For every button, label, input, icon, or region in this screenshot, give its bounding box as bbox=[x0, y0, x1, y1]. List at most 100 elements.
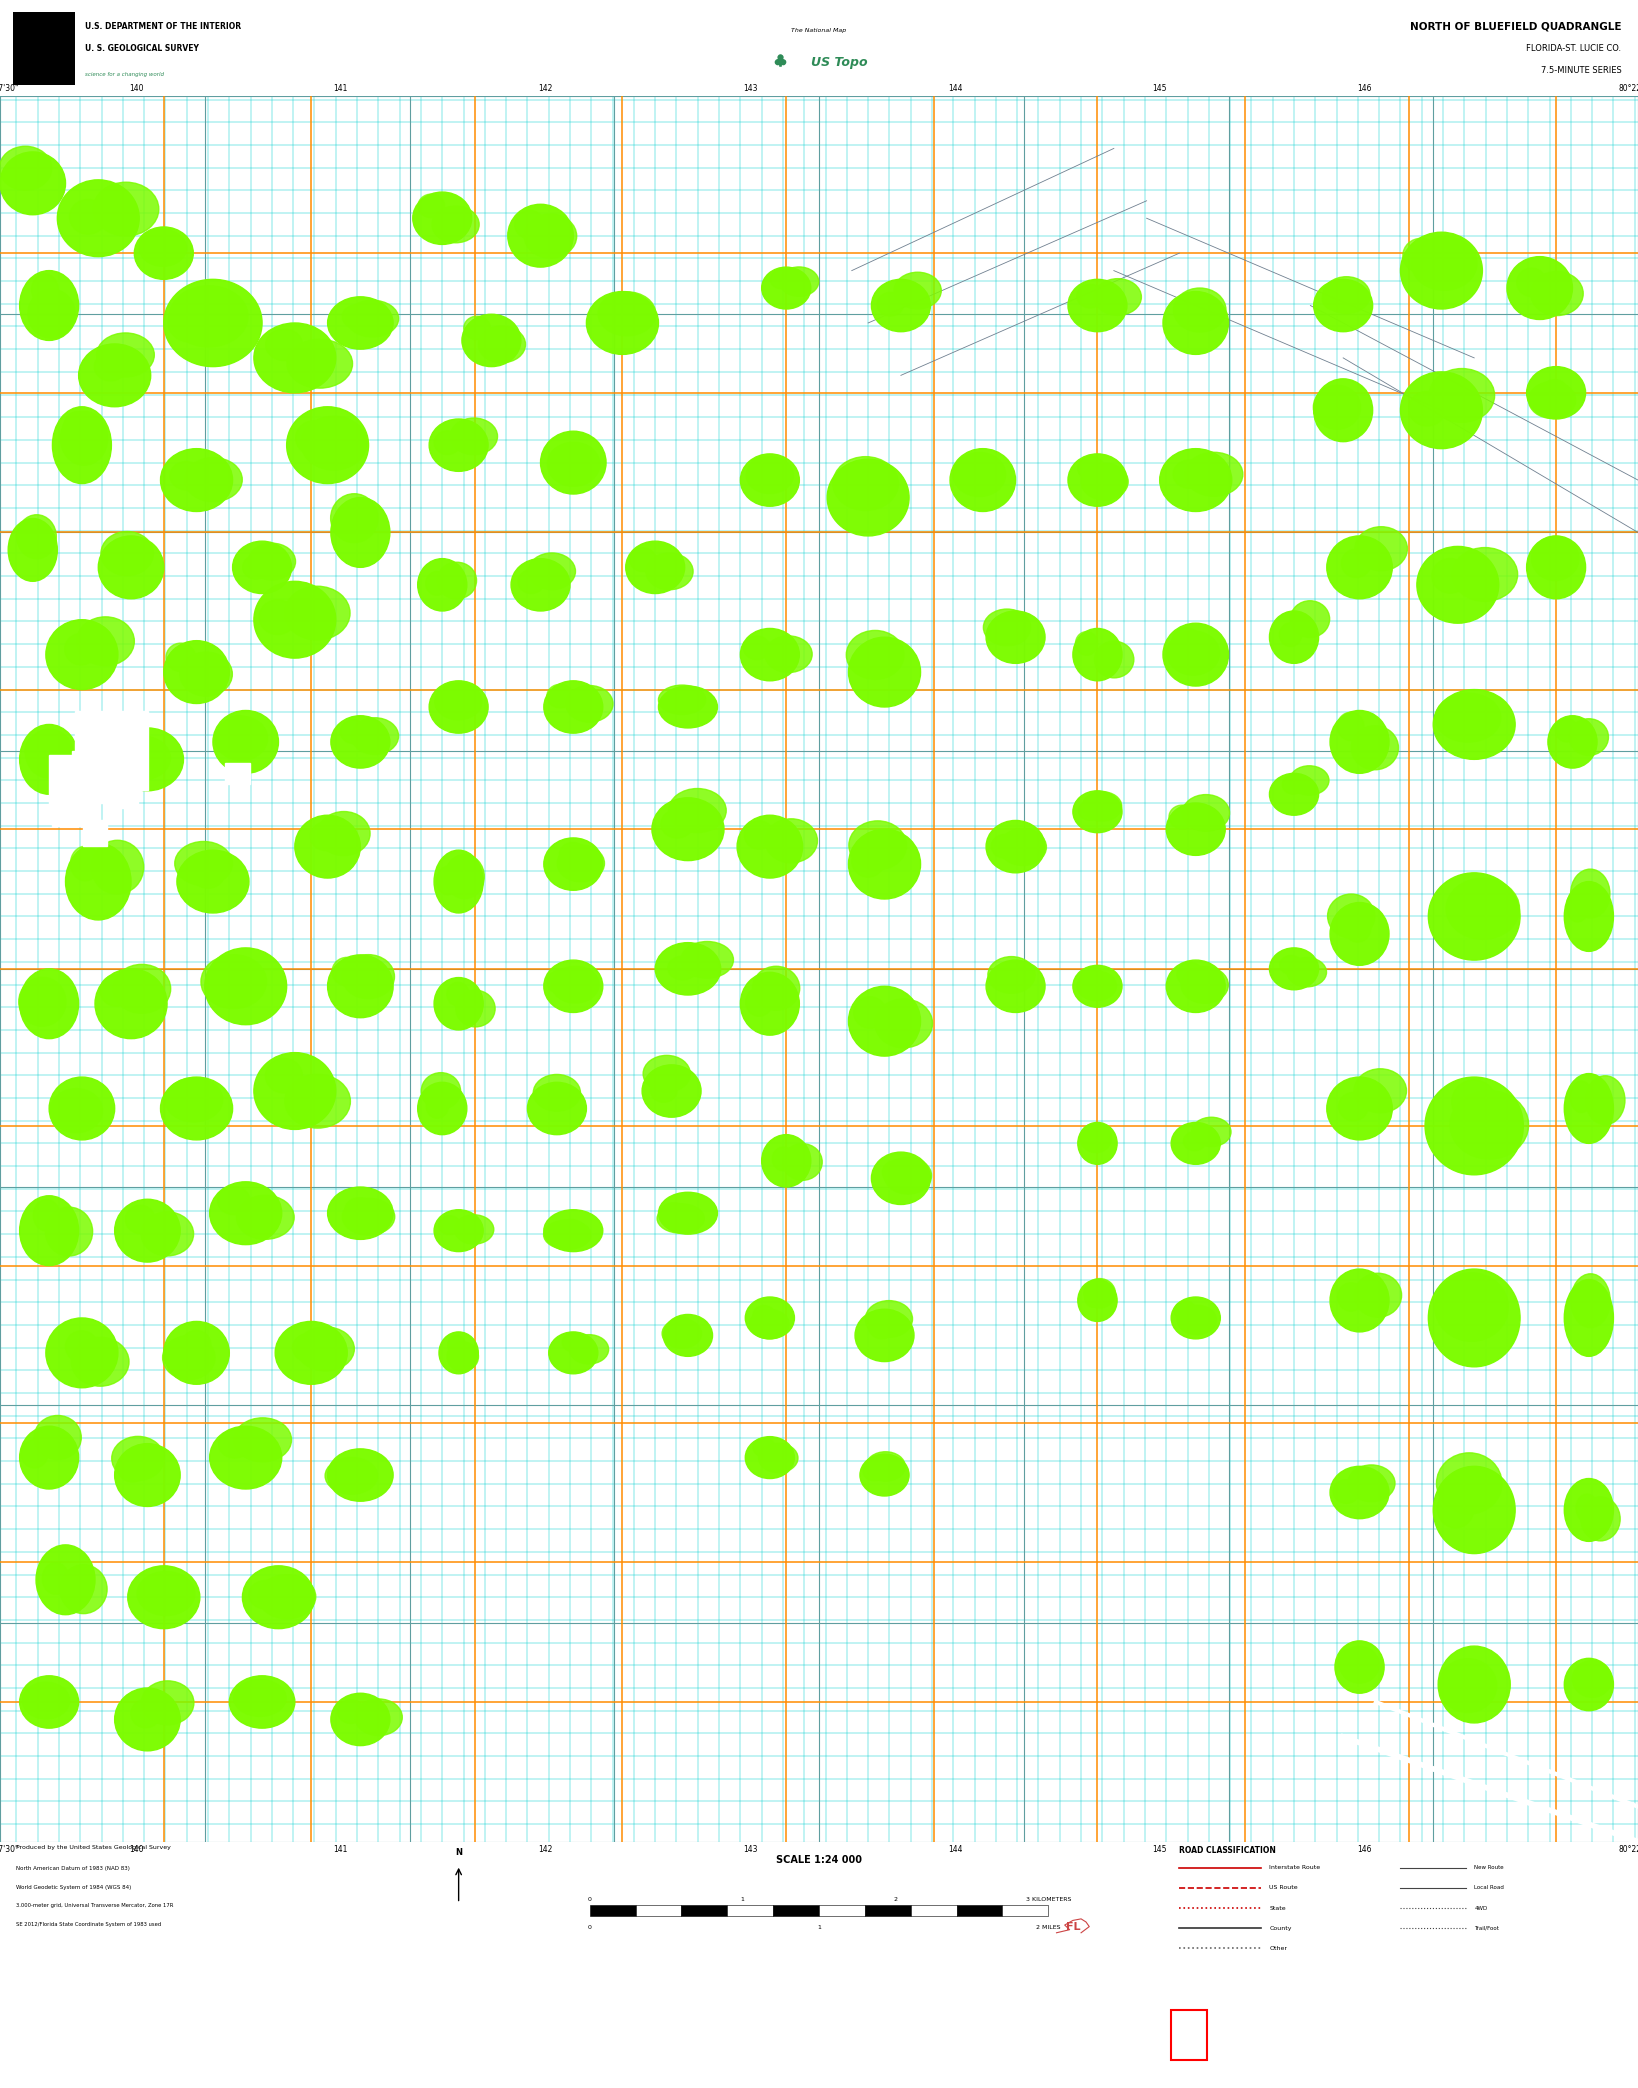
Ellipse shape bbox=[762, 1134, 811, 1186]
Text: 7.5-MINUTE SERIES: 7.5-MINUTE SERIES bbox=[1541, 65, 1622, 75]
Ellipse shape bbox=[1348, 1466, 1396, 1501]
Ellipse shape bbox=[966, 464, 996, 491]
Ellipse shape bbox=[832, 457, 898, 509]
Ellipse shape bbox=[20, 1196, 79, 1265]
Ellipse shape bbox=[234, 1679, 287, 1716]
Ellipse shape bbox=[1400, 372, 1482, 449]
Ellipse shape bbox=[446, 854, 485, 898]
Ellipse shape bbox=[285, 1075, 351, 1128]
Bar bbox=[224, 762, 249, 783]
Ellipse shape bbox=[341, 1462, 370, 1485]
Ellipse shape bbox=[670, 689, 696, 708]
Bar bbox=[911, 1904, 957, 1917]
Ellipse shape bbox=[670, 1318, 693, 1336]
Ellipse shape bbox=[128, 1566, 200, 1629]
Ellipse shape bbox=[1084, 1288, 1102, 1307]
Text: Produced by the United States Geological Survey: Produced by the United States Geological… bbox=[16, 1844, 172, 1850]
Ellipse shape bbox=[1425, 1077, 1523, 1176]
Bar bbox=[72, 752, 118, 804]
Text: 142: 142 bbox=[539, 84, 552, 92]
Ellipse shape bbox=[758, 1443, 798, 1472]
Ellipse shape bbox=[560, 841, 586, 867]
Text: Local Road: Local Road bbox=[1474, 1885, 1504, 1890]
Ellipse shape bbox=[92, 839, 144, 894]
Ellipse shape bbox=[161, 449, 233, 512]
Ellipse shape bbox=[447, 981, 468, 1006]
Bar bbox=[75, 712, 147, 789]
Ellipse shape bbox=[265, 1059, 303, 1092]
Ellipse shape bbox=[1330, 1466, 1389, 1518]
Ellipse shape bbox=[72, 1336, 129, 1386]
Ellipse shape bbox=[1287, 958, 1327, 988]
Text: 145: 145 bbox=[1153, 84, 1166, 92]
Ellipse shape bbox=[254, 580, 336, 658]
Ellipse shape bbox=[991, 835, 1017, 858]
Ellipse shape bbox=[16, 522, 39, 549]
Ellipse shape bbox=[1338, 1282, 1364, 1311]
Ellipse shape bbox=[169, 303, 213, 342]
Ellipse shape bbox=[1532, 271, 1584, 315]
Ellipse shape bbox=[331, 1693, 390, 1746]
Ellipse shape bbox=[454, 1215, 493, 1244]
Ellipse shape bbox=[287, 338, 352, 388]
Text: 80°22'30": 80°22'30" bbox=[1618, 84, 1638, 92]
Ellipse shape bbox=[339, 505, 365, 537]
Text: 80°27'30": 80°27'30" bbox=[0, 1846, 20, 1854]
Ellipse shape bbox=[1083, 791, 1122, 821]
Ellipse shape bbox=[331, 716, 390, 768]
Text: New Route: New Route bbox=[1474, 1865, 1504, 1871]
Ellipse shape bbox=[1084, 1278, 1115, 1307]
Ellipse shape bbox=[658, 1192, 717, 1234]
Ellipse shape bbox=[218, 1430, 251, 1457]
Ellipse shape bbox=[328, 296, 393, 349]
Ellipse shape bbox=[11, 159, 41, 186]
Ellipse shape bbox=[552, 967, 600, 1002]
Ellipse shape bbox=[848, 637, 921, 708]
Ellipse shape bbox=[447, 1336, 465, 1355]
Ellipse shape bbox=[986, 960, 1045, 1013]
Ellipse shape bbox=[1163, 622, 1228, 687]
Ellipse shape bbox=[1355, 1274, 1402, 1318]
Ellipse shape bbox=[780, 267, 819, 296]
Ellipse shape bbox=[20, 1677, 79, 1729]
Ellipse shape bbox=[275, 1322, 347, 1384]
Ellipse shape bbox=[1417, 547, 1499, 622]
Bar bbox=[1002, 1904, 1048, 1917]
Ellipse shape bbox=[165, 643, 195, 672]
Ellipse shape bbox=[249, 1581, 282, 1610]
Ellipse shape bbox=[418, 194, 444, 217]
Ellipse shape bbox=[1330, 902, 1389, 965]
Ellipse shape bbox=[141, 232, 167, 255]
Ellipse shape bbox=[1166, 804, 1225, 856]
Ellipse shape bbox=[165, 1077, 223, 1121]
Ellipse shape bbox=[740, 628, 799, 681]
Ellipse shape bbox=[177, 1082, 210, 1111]
Bar bbox=[773, 1904, 819, 1917]
Ellipse shape bbox=[1073, 628, 1122, 681]
Ellipse shape bbox=[229, 1677, 295, 1729]
Ellipse shape bbox=[139, 230, 187, 267]
Ellipse shape bbox=[205, 948, 287, 1025]
Bar bbox=[957, 1904, 1002, 1917]
Ellipse shape bbox=[1327, 537, 1392, 599]
Ellipse shape bbox=[1170, 806, 1196, 829]
Ellipse shape bbox=[20, 969, 79, 1038]
Text: 3 KILOMETERS: 3 KILOMETERS bbox=[1025, 1896, 1071, 1902]
Text: 3.000-meter grid, Universal Transverse Mercator, Zone 17R: 3.000-meter grid, Universal Transverse M… bbox=[16, 1904, 174, 1908]
Text: SCALE 1:24 000: SCALE 1:24 000 bbox=[776, 1854, 862, 1865]
Ellipse shape bbox=[29, 1687, 57, 1710]
Text: State: State bbox=[1269, 1906, 1286, 1911]
Ellipse shape bbox=[871, 1153, 930, 1205]
Ellipse shape bbox=[953, 453, 1006, 497]
Ellipse shape bbox=[1079, 1123, 1112, 1153]
Ellipse shape bbox=[745, 1297, 794, 1338]
Ellipse shape bbox=[218, 969, 254, 1002]
Ellipse shape bbox=[1351, 727, 1399, 770]
Ellipse shape bbox=[863, 1462, 885, 1480]
Ellipse shape bbox=[70, 846, 100, 881]
Ellipse shape bbox=[1433, 1466, 1515, 1553]
Ellipse shape bbox=[293, 1334, 324, 1361]
Ellipse shape bbox=[254, 1052, 336, 1130]
Text: NORTH OF BLUEFIELD QUADRANGLE: NORTH OF BLUEFIELD QUADRANGLE bbox=[1410, 21, 1622, 31]
Text: North American Datum of 1983 (NAD 83): North American Datum of 1983 (NAD 83) bbox=[16, 1867, 131, 1871]
